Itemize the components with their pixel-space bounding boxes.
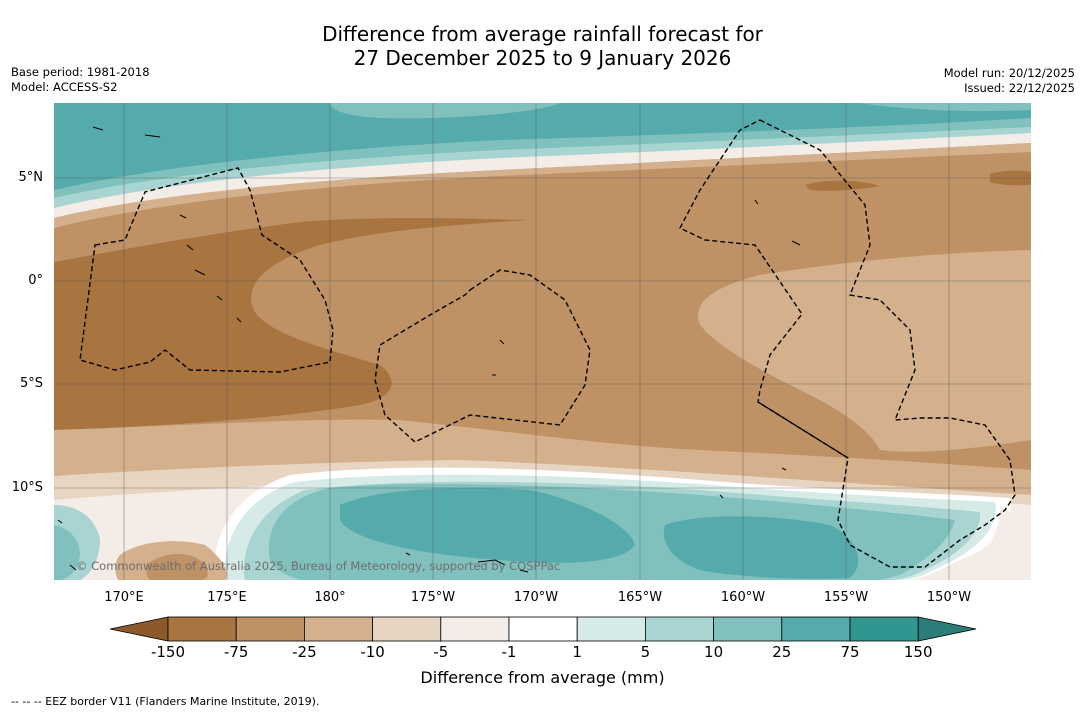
colorbar-swatch bbox=[781, 616, 851, 642]
northern-light-teal-east bbox=[860, 103, 1031, 112]
lat-label-5s: 5°S bbox=[19, 376, 43, 391]
colorbar-tick-label: 5 bbox=[640, 643, 651, 661]
lon-label-160w: 160°W bbox=[720, 590, 766, 605]
colorbar-tick-label: -25 bbox=[292, 643, 317, 661]
colorbar-swatch bbox=[576, 616, 646, 642]
model-name: Model: ACCESS-S2 bbox=[11, 80, 118, 94]
issued-date: Issued: 22/12/2025 bbox=[964, 81, 1075, 95]
colorbar-tick-label: -150 bbox=[150, 643, 186, 661]
southwest-wet-core bbox=[54, 525, 80, 580]
colorbar-extend-high bbox=[917, 616, 977, 642]
northern-light-brown bbox=[54, 143, 1031, 228]
islands bbox=[57, 126, 801, 573]
southern-wet-core-east bbox=[663, 516, 859, 579]
colorbar-tick-label: 25 bbox=[772, 643, 792, 661]
colorbar-title: Difference from average (mm) bbox=[420, 668, 665, 687]
west-dark-deficit-zone bbox=[54, 218, 530, 430]
graticule bbox=[54, 103, 1031, 580]
meta-left: Base period: 1981-2018 Model: ACCESS-S2 bbox=[11, 65, 150, 95]
colorbar-swatch bbox=[849, 616, 919, 642]
lon-label-155w: 155°W bbox=[823, 590, 869, 605]
lat-label-5n: 5°N bbox=[18, 170, 44, 185]
lon-label-175w: 175°W bbox=[410, 590, 456, 605]
lon-label-170e: 170°E bbox=[104, 590, 144, 605]
lon-label-175e: 175°E bbox=[207, 590, 247, 605]
colorbar-tick-label: -75 bbox=[223, 643, 249, 661]
base-period: Base period: 1981-2018 bbox=[11, 65, 150, 79]
colorbar-tick-label: -5 bbox=[433, 643, 449, 661]
lat-label-0: 0° bbox=[28, 273, 43, 288]
map-area bbox=[54, 103, 1031, 580]
colorbar-tick-label: -1 bbox=[501, 643, 517, 661]
meta-right: Model run: 20/12/2025 Issued: 22/12/2025 bbox=[944, 66, 1075, 96]
colorbar-tick-label: -10 bbox=[360, 643, 385, 661]
colorbar-tick-label: 150 bbox=[903, 643, 933, 661]
east-light-deficit-zone bbox=[698, 250, 1031, 452]
northern-wet-band-core bbox=[54, 103, 1031, 190]
eez-border-kiribati-line bbox=[679, 119, 1016, 568]
colorbar-extend-low bbox=[109, 616, 169, 642]
lon-label-150w: 150°W bbox=[926, 590, 972, 605]
lon-label-170w: 170°W bbox=[513, 590, 559, 605]
northern-light-teal-patch bbox=[330, 103, 560, 119]
eez-border-kiribati-phoenix bbox=[374, 269, 591, 443]
southern-wet-core-west bbox=[340, 487, 635, 563]
colorbar-swatch bbox=[303, 616, 373, 642]
colorbar-swatch bbox=[372, 616, 442, 642]
southeast-pale-corner bbox=[960, 505, 1031, 580]
lon-label-165w: 165°W bbox=[617, 590, 663, 605]
colorbar-tick-label: 10 bbox=[704, 643, 724, 661]
colorbar-tick-label: 75 bbox=[840, 643, 860, 661]
southwest-dry-core bbox=[146, 554, 208, 580]
colorbar-swatches bbox=[109, 616, 977, 642]
model-run: Model run: 20/12/2025 bbox=[943, 66, 1075, 80]
map-title: Difference from average rainfall forecas… bbox=[0, 22, 1085, 70]
colorbar-tick-label: 1 bbox=[572, 643, 582, 661]
colorbar-swatch bbox=[440, 616, 510, 642]
eez-border-solid-segment bbox=[757, 401, 849, 459]
title-line-1: Difference from average rainfall forecas… bbox=[322, 22, 763, 46]
colorbar-swatch bbox=[167, 616, 237, 642]
eez-borders bbox=[79, 119, 1016, 568]
east-dark-patch bbox=[805, 180, 880, 191]
copyright-notice: © Commonwealth of Australia 2025, Bureau… bbox=[76, 559, 561, 573]
eez-border-kiribati-gilbert bbox=[79, 167, 334, 373]
colorbar-swatch bbox=[645, 616, 715, 642]
colorbar-swatch bbox=[235, 616, 305, 642]
colorbar-swatch bbox=[508, 616, 578, 642]
eez-footnote: -- -- -- EEZ border V11 (Flanders Marine… bbox=[11, 695, 320, 708]
lon-label-180: 180° bbox=[314, 590, 346, 605]
title-line-2: 27 December 2025 to 9 January 2026 bbox=[353, 46, 732, 70]
colorbar-swatch bbox=[713, 616, 783, 642]
lat-label-10s: 10°S bbox=[11, 480, 43, 495]
